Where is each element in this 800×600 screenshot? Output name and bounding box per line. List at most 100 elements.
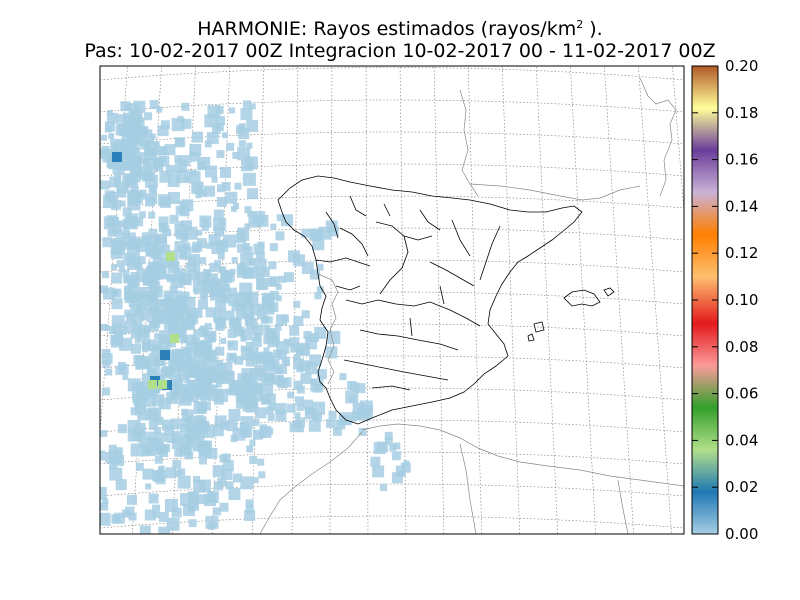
lightning-cell — [197, 349, 206, 358]
lightning-cell — [266, 277, 276, 287]
lightning-cell — [239, 282, 253, 296]
lightning-cell — [237, 228, 250, 241]
lightning-cell — [207, 105, 221, 119]
lightning-cell — [132, 394, 141, 403]
lightning-cell — [327, 330, 341, 344]
lightning-cell — [183, 431, 190, 438]
lightning-cell — [148, 380, 157, 389]
lightning-cell — [130, 304, 142, 316]
lightning-cell — [153, 158, 164, 169]
lightning-cell — [141, 340, 151, 350]
lightning-cell — [215, 122, 224, 131]
lightning-cell — [133, 354, 145, 366]
lightning-cell — [265, 316, 273, 324]
lightning-cell — [148, 211, 156, 219]
lightning-cell — [254, 334, 262, 342]
lightning-cell — [256, 353, 264, 361]
lightning-cell — [158, 155, 170, 167]
lightning-cell — [118, 127, 128, 137]
lightning-cell — [373, 442, 386, 455]
lightning-cell — [168, 322, 180, 334]
lightning-cell — [181, 199, 194, 212]
lightning-cell — [174, 268, 186, 280]
lightning-cell — [172, 459, 182, 469]
lightning-cell — [107, 191, 119, 203]
lightning-cell — [198, 156, 211, 169]
lightning-cell — [255, 251, 265, 261]
lightning-cell — [240, 335, 247, 342]
lightning-cell — [159, 448, 169, 458]
lightning-cell — [148, 228, 158, 238]
lightning-cell — [170, 334, 179, 343]
title-superscript: 2 — [576, 18, 584, 31]
lightning-cell — [105, 368, 113, 376]
lightning-cell — [159, 147, 168, 156]
lightning-cell — [216, 388, 223, 395]
lightning-cell — [245, 505, 254, 514]
lightning-cell — [303, 330, 312, 339]
lightning-cell — [212, 425, 224, 437]
lightning-cell — [169, 286, 178, 295]
lightning-cell — [212, 465, 225, 478]
lightning-cell — [242, 100, 251, 109]
lightning-cell — [137, 328, 150, 341]
lightning-cell — [102, 498, 109, 505]
lightning-cell — [169, 365, 181, 377]
lightning-cell — [104, 125, 112, 133]
lightning-cell — [180, 396, 187, 403]
lightning-cell — [209, 262, 219, 272]
lightning-cell — [269, 243, 278, 252]
lightning-cell — [207, 331, 217, 341]
lightning-cell — [122, 207, 132, 217]
lightning-cell — [102, 150, 115, 163]
lightning-cell — [244, 509, 256, 521]
lightning-cell — [213, 507, 222, 516]
lightning-cell — [316, 286, 324, 294]
lightning-cell — [274, 324, 282, 332]
lightning-cell — [174, 241, 186, 253]
lightning-cell — [204, 442, 211, 449]
lightning-cell — [197, 406, 205, 414]
lightning-cell — [245, 499, 254, 508]
lightning-cell — [236, 263, 246, 273]
lightning-cell — [182, 337, 189, 344]
lightning-cell — [309, 228, 322, 241]
lightning-cell — [226, 142, 235, 151]
lightning-cell — [111, 264, 118, 271]
lightning-cell — [175, 170, 189, 184]
lightning-cell — [260, 424, 268, 432]
lightning-cell — [247, 210, 254, 217]
lightning-cell — [233, 473, 243, 483]
lightning-cell — [181, 418, 191, 428]
lightning-cell — [295, 346, 304, 355]
lightning-cell — [135, 462, 144, 471]
lightning-cell — [111, 200, 122, 211]
lightning-cell — [145, 196, 156, 207]
lightning-cell — [134, 217, 144, 227]
lightning-cell — [233, 297, 241, 305]
lightning-cell — [174, 448, 183, 457]
lightning-cell — [163, 290, 172, 299]
lightning-cell — [158, 511, 169, 522]
lightning-cell — [208, 491, 215, 498]
lightning-cell — [150, 414, 159, 423]
lightning-cell — [134, 155, 142, 163]
lightning-cell — [260, 316, 268, 324]
lightning-cell — [189, 151, 200, 162]
colorbar-tick-label: 0.12 — [725, 244, 758, 262]
colorbar-ticks: 0.00 0.02 0.04 0.06 0.08 0.10 0.12 0.14 0.16 0.18… — [692, 57, 758, 543]
lightning-cell — [161, 419, 173, 431]
lightning-cell — [275, 410, 287, 422]
lightning-cell — [142, 357, 152, 367]
lightning-cell — [117, 114, 126, 123]
lightning-cell — [221, 468, 233, 480]
lightning-cell — [191, 254, 201, 264]
lightning-cell — [166, 434, 176, 444]
lightning-cell — [101, 134, 108, 141]
lightning-cell — [204, 323, 212, 331]
lightning-cell — [241, 373, 253, 385]
lightning-cell — [251, 336, 262, 347]
lightning-cell — [130, 271, 139, 280]
lightning-cell — [228, 107, 235, 114]
colorbar-tick-label: 0.16 — [725, 151, 758, 169]
